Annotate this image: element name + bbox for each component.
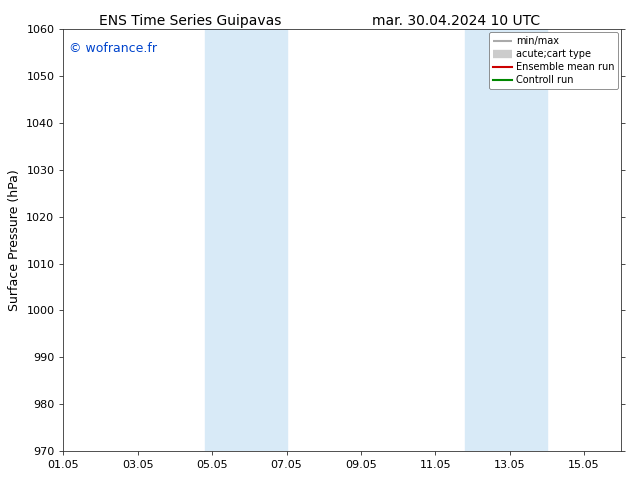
Bar	[465, 29, 547, 451]
Text: mar. 30.04.2024 10 UTC: mar. 30.04.2024 10 UTC	[372, 14, 541, 28]
Text: ENS Time Series Guipavas: ENS Time Series Guipavas	[99, 14, 281, 28]
Y-axis label: Surface Pressure (hPa): Surface Pressure (hPa)	[8, 169, 21, 311]
Legend: min/max, acute;cart type, Ensemble mean run, Controll run: min/max, acute;cart type, Ensemble mean …	[489, 32, 618, 89]
Text: © wofrance.fr: © wofrance.fr	[69, 42, 157, 55]
Bar	[205, 29, 287, 451]
